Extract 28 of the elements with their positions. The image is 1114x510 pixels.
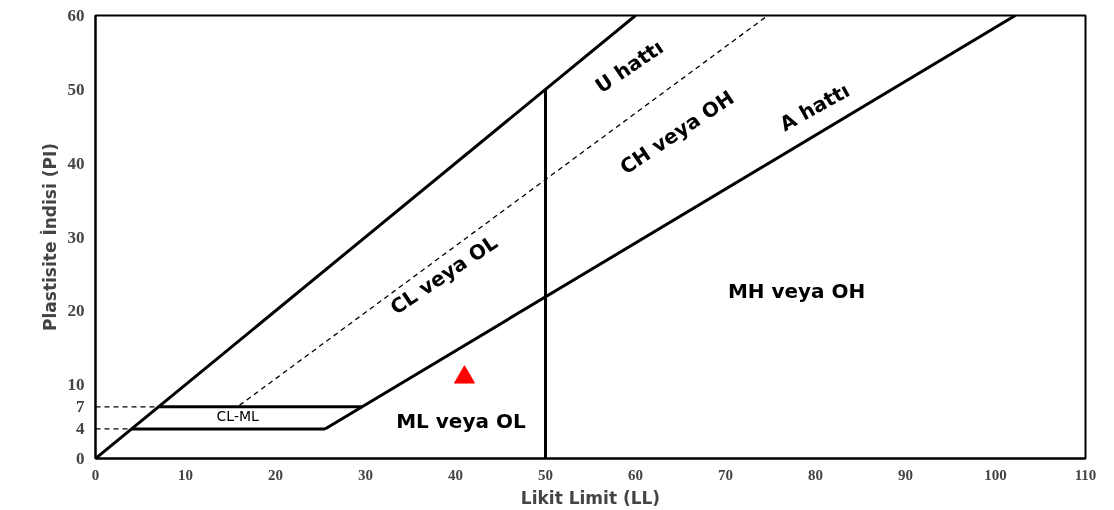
y-tick-label: 10 bbox=[67, 375, 85, 395]
y-tick-label: 30 bbox=[67, 227, 85, 247]
x-tick-label: 0 bbox=[91, 466, 100, 483]
annotation: A hattı bbox=[775, 78, 854, 137]
annotation: ML veya OL bbox=[396, 408, 526, 433]
y-tick-label: 50 bbox=[67, 79, 85, 99]
y-tick-label: 7 bbox=[76, 397, 85, 417]
y-axis-title: Plastisite İndisi (PI) bbox=[38, 143, 60, 331]
y-tick-label: 40 bbox=[67, 153, 85, 173]
x-tick-label: 90 bbox=[898, 466, 913, 483]
y-tick-label: 0 bbox=[76, 449, 85, 468]
x-tick-label: 20 bbox=[268, 466, 283, 483]
y-tick-label: 60 bbox=[67, 6, 85, 25]
x-tick-label: 40 bbox=[448, 466, 463, 483]
x-axis-title: Likit Limit (LL) bbox=[520, 487, 661, 508]
x-tick-label: 80 bbox=[808, 466, 823, 483]
x-tick-label: 100 bbox=[984, 466, 1007, 483]
x-tick-label: 70 bbox=[718, 466, 733, 483]
x-tick-label: 30 bbox=[358, 466, 373, 483]
annotation: CL-ML bbox=[216, 408, 260, 425]
y-tick-label: 20 bbox=[67, 301, 85, 321]
annotation: CH veya OH bbox=[615, 85, 739, 180]
x-tick-label: 50 bbox=[538, 466, 553, 483]
x-tick-label: 110 bbox=[1074, 466, 1097, 483]
x-tick-label: 60 bbox=[628, 466, 643, 483]
y-tick-label: 4 bbox=[76, 419, 85, 439]
annotation: MH veya OH bbox=[727, 278, 866, 303]
x-tick-label: 10 bbox=[178, 466, 193, 483]
